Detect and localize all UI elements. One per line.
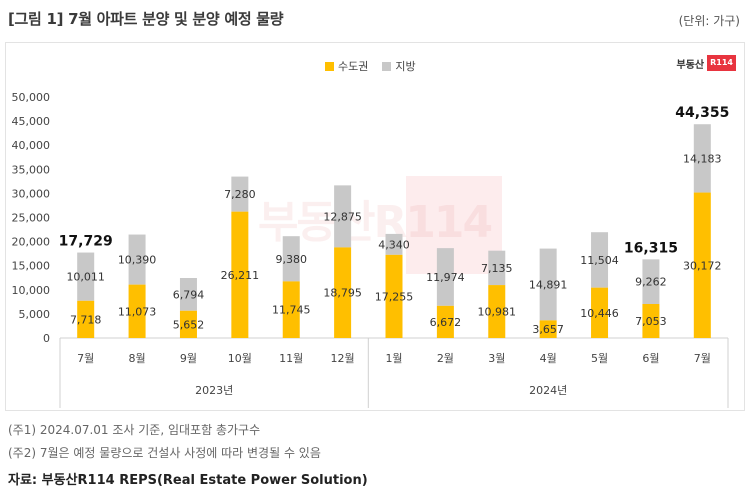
y-tick-label: 25,000 xyxy=(12,212,51,225)
data-label-local: 9,262 xyxy=(635,276,667,289)
source-line: 자료: 부동산R114 REPS(Real Estate Power Solut… xyxy=(8,473,368,488)
bar-metro xyxy=(693,192,711,338)
y-tick-label: 30,000 xyxy=(12,187,51,200)
y-tick-label: 10,000 xyxy=(12,284,51,297)
group-label: 2023년 xyxy=(195,384,233,397)
legend-swatch-local xyxy=(382,61,392,71)
data-label-metro: 10,446 xyxy=(580,307,619,320)
total-label: 44,355 xyxy=(675,105,729,121)
y-tick-label: 0 xyxy=(43,332,50,345)
bar-local xyxy=(334,185,352,248)
bar-metro xyxy=(385,254,403,338)
bar-local xyxy=(282,236,300,282)
x-tick-label: 4월 xyxy=(540,352,557,365)
data-label-metro: 10,981 xyxy=(478,306,517,319)
x-tick-label: 11월 xyxy=(279,352,303,365)
chart-title: [그림 1] 7월 아파트 분양 및 분양 예정 물량 xyxy=(8,10,284,28)
stacked-bar-chart: 0 5,000 10,000 15,000 20,000 25,000 30,000 35,0… xyxy=(12,91,729,408)
note-1: (주1) 2024.07.01 조사 기준, 임대포함 총가구수 xyxy=(8,423,261,437)
x-tick-label: 1월 xyxy=(385,352,402,365)
bar-local xyxy=(128,234,146,285)
total-label: 17,729 xyxy=(59,234,113,250)
data-label-metro: 7,718 xyxy=(70,313,102,326)
data-label-local: 14,183 xyxy=(683,152,722,165)
bar-metro xyxy=(77,300,95,338)
data-label-metro: 17,255 xyxy=(375,290,414,303)
legend: 수도권 지방 xyxy=(325,58,416,74)
note-2: (주2) 7월은 예정 물량으로 건설사 사정에 따라 변경될 수 있음 xyxy=(8,446,321,460)
bar-local xyxy=(539,248,557,321)
data-label-local: 7,280 xyxy=(224,188,256,201)
data-label-metro: 26,211 xyxy=(221,269,260,282)
data-label-metro: 3,657 xyxy=(532,323,564,336)
bar-local xyxy=(436,248,454,306)
x-tick-label: 8월 xyxy=(129,352,146,365)
bar-metro xyxy=(179,310,197,338)
x-tick-label: 7월 xyxy=(77,352,94,365)
data-label-local: 11,504 xyxy=(580,254,619,267)
bar-metro xyxy=(436,305,454,338)
y-tick-label: 40,000 xyxy=(12,139,51,152)
x-tick-label: 6월 xyxy=(642,352,659,365)
data-label-metro: 30,172 xyxy=(683,259,722,272)
y-tick-label: 5,000 xyxy=(19,308,51,321)
y-tick-label: 20,000 xyxy=(12,236,51,249)
bar-local xyxy=(231,176,249,212)
group-label: 2024년 xyxy=(529,384,567,397)
bar-metro xyxy=(231,211,249,338)
bar-metro xyxy=(591,287,609,338)
data-label-local: 10,390 xyxy=(118,254,157,267)
logo-badge: R114 xyxy=(707,55,736,71)
y-tick-label: 15,000 xyxy=(12,260,51,273)
bar-metro xyxy=(128,284,146,338)
y-tick-label: 45,000 xyxy=(12,115,51,128)
bar-local xyxy=(488,250,506,286)
bar-metro xyxy=(642,304,660,338)
bar-local xyxy=(77,252,95,301)
data-label-metro: 5,652 xyxy=(173,318,205,331)
chart-frame xyxy=(5,42,745,411)
bar-local xyxy=(591,232,609,288)
legend-swatch-metro xyxy=(325,61,334,71)
legend-item-metro: 수도권 xyxy=(325,58,368,74)
bar-metro xyxy=(539,320,557,338)
data-label-local: 9,380 xyxy=(275,253,307,266)
x-tick-label: 2월 xyxy=(437,352,454,365)
data-label-local: 14,891 xyxy=(529,278,568,291)
y-tick-label: 50,000 xyxy=(12,91,51,104)
legend-item-local: 지방 xyxy=(382,58,416,74)
data-label-metro: 7,053 xyxy=(635,315,667,328)
data-label-metro: 6,672 xyxy=(430,316,462,329)
data-label-local: 7,135 xyxy=(481,262,513,275)
brand-logo: 부동산 R114 xyxy=(677,55,736,71)
logo-text: 부동산 xyxy=(676,59,705,71)
total-label: 16,315 xyxy=(624,240,678,256)
data-label-metro: 11,745 xyxy=(272,304,311,317)
data-label-local: 12,875 xyxy=(323,210,362,223)
data-label-metro: 18,795 xyxy=(323,287,362,300)
bar-local xyxy=(642,259,660,305)
x-tick-label: 7월 xyxy=(694,352,711,365)
unit-label: (단위: 가구) xyxy=(678,14,740,28)
data-label-local: 6,794 xyxy=(173,288,205,301)
x-tick-label: 5월 xyxy=(591,352,608,365)
x-tick-label: 9월 xyxy=(180,352,197,365)
y-tick-label: 35,000 xyxy=(12,163,51,176)
data-label-metro: 11,073 xyxy=(118,305,157,318)
x-tick-label: 12월 xyxy=(331,352,355,365)
bar-metro xyxy=(282,281,300,338)
bar-local xyxy=(179,278,197,311)
data-label-local: 10,011 xyxy=(66,271,105,284)
x-tick-label: 10월 xyxy=(228,352,252,365)
bar-metro xyxy=(334,247,352,338)
bar-local xyxy=(693,124,711,193)
data-label-local: 11,974 xyxy=(426,271,465,284)
bar-metro xyxy=(488,285,506,338)
data-label-local: 4,340 xyxy=(378,238,410,251)
legend-label-local: 지방 xyxy=(395,60,416,73)
x-tick-label: 3월 xyxy=(488,352,505,365)
bar-local xyxy=(385,233,403,255)
legend-label-metro: 수도권 xyxy=(338,60,369,73)
